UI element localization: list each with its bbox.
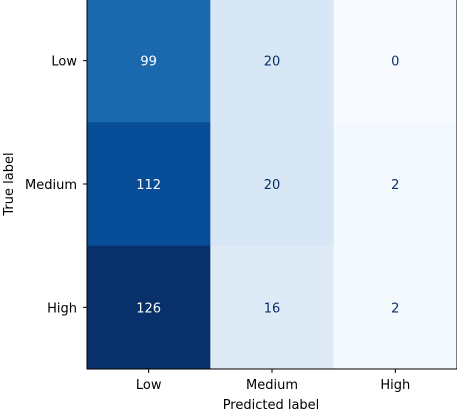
cell-value-r1-c0: 112 [136, 178, 161, 193]
x-tick-label-2: High [380, 378, 410, 393]
heatmap-cell-r1-c0 [87, 122, 211, 247]
cell-value-r0-c2: 0 [391, 55, 399, 70]
heatmap-cell-r2-c1 [210, 245, 335, 370]
cell-value-r1-c2: 2 [391, 178, 399, 193]
cell-value-r2-c1: 16 [264, 301, 281, 316]
cell-value-r2-c2: 2 [391, 301, 399, 316]
y-axis-label: True label [2, 152, 17, 216]
heatmap-cell-r2-c0 [87, 245, 211, 370]
heatmap-cell-r0-c0 [87, 0, 211, 123]
y-tick-label-2: High [47, 301, 77, 316]
x-tick-label-0: Low [136, 378, 162, 393]
heatmap-cell-r1-c2 [333, 122, 457, 247]
y-axis-ticks: Low Medium High [25, 55, 87, 316]
x-tick-label-1: Medium [246, 378, 298, 393]
heatmap-cell-r2-c2 [333, 245, 457, 370]
y-tick-label-0: Low [51, 55, 77, 70]
cell-value-r0-c0: 99 [140, 55, 157, 70]
heatmap-cell-r0-c1 [210, 0, 335, 123]
cell-value-r1-c1: 20 [264, 178, 281, 193]
y-tick-label-1: Medium [25, 178, 77, 193]
cell-value-labels: 99 20 0 112 20 2 126 16 2 [136, 55, 399, 317]
x-axis-ticks: Low Medium High [136, 368, 410, 393]
cell-value-r0-c1: 20 [264, 55, 281, 70]
cell-value-r2-c0: 126 [136, 301, 161, 316]
heatmap-cell-r1-c1 [210, 122, 335, 247]
heatmap-cells [87, 0, 457, 370]
heatmap-cell-r0-c2 [333, 0, 457, 123]
x-axis-label: Predicted label [223, 398, 320, 410]
